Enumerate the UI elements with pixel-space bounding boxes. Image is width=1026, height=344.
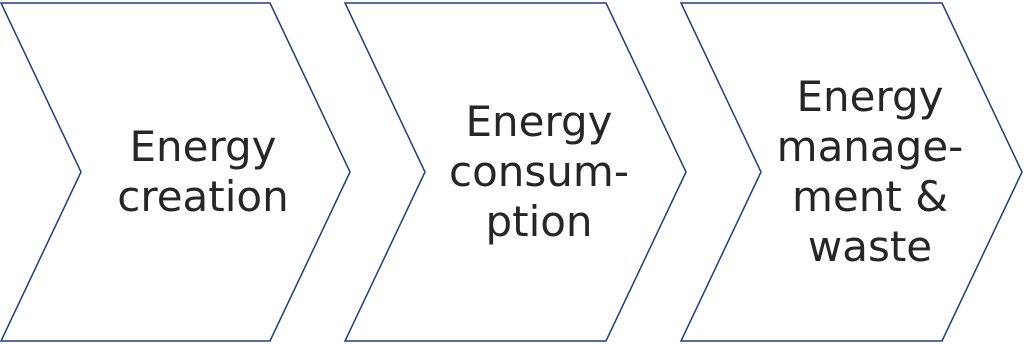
chevron-label-line: Energy [129,122,277,171]
chevron-label-3: Energy manage- ment & waste [760,0,980,344]
chevron-label-1: Energy creation [98,0,308,344]
chevron-label-line: ption [485,197,593,246]
chevron-shape-2 [343,2,687,342]
chevron-label-line: Energy [465,97,613,146]
chevron-step-energy-management-waste: Energy manage- ment & waste [672,0,1024,344]
chevron-step-energy-consumption: Energy consum- ption [336,0,688,344]
chevron-label-line: consum- [449,147,629,196]
chevron-label-line: Energy [796,72,944,121]
chevron-label-line: manage- [776,122,964,171]
chevron-label-line: creation [117,172,289,221]
chevron-label-2: Energy consum- ption [434,0,644,344]
chevron-shape-3 [679,2,1023,342]
chevron-label-line: waste [807,222,933,271]
chevron-label-line: ment & [792,172,948,221]
chevron-shape-1 [0,2,351,342]
chevron-step-energy-creation: Energy creation [0,0,352,344]
